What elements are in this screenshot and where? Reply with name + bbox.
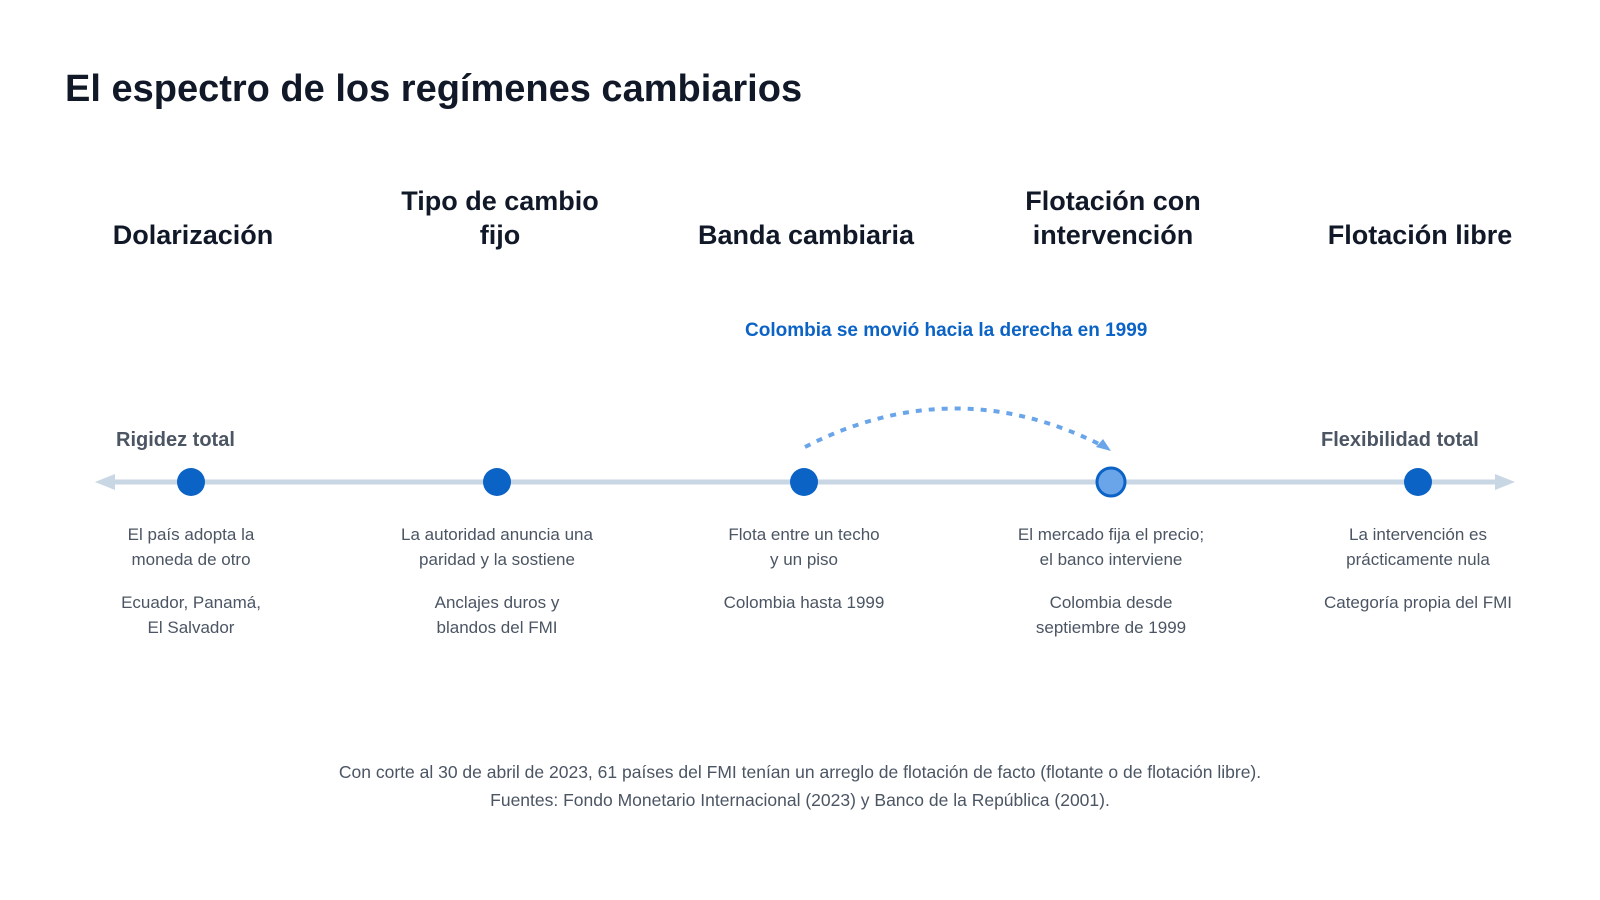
footer-sources: Fuentes: Fondo Monetario Internacional (…	[490, 790, 1110, 810]
example-line: blandos del FMI	[436, 618, 558, 637]
example-line: El Salvador	[147, 618, 235, 637]
regime-heading-line: Flotación libre	[1327, 220, 1513, 250]
desc-line: El país adopta la	[127, 525, 255, 544]
regime-example-tipo-fijo: Anclajes duros y blandos del FMI	[372, 590, 622, 640]
regime-dot-dolarizacion	[177, 468, 205, 496]
arc-arrowhead-icon	[1096, 439, 1111, 451]
desc-line: prácticamente nula	[1346, 550, 1490, 569]
regime-desc-flotacion-libre: La intervención es prácticamente nula	[1293, 522, 1543, 572]
example-line: Colombia hasta 1999	[723, 593, 885, 612]
desc-line: moneda de otro	[131, 550, 251, 569]
example-line: Colombia desde	[1049, 593, 1173, 612]
example-line: Ecuador, Panamá,	[121, 593, 261, 612]
desc-line: paridad y la sostiene	[419, 550, 575, 569]
regime-heading-banda: Banda cambiaria	[676, 218, 936, 252]
example-line: Categoría propia del FMI	[1323, 593, 1513, 612]
regime-dot-flotacion-intervencion	[1095, 466, 1127, 498]
regime-desc-banda: Flota entre un techo y un piso	[679, 522, 929, 572]
colombia-annotation: Colombia se movió hacia la derecha en 19…	[745, 320, 1148, 341]
desc-line: y un piso	[769, 550, 839, 569]
desc-line: Flota entre un techo	[728, 525, 880, 544]
regime-heading-line: Flotación con	[1025, 186, 1201, 216]
regime-desc-flotacion-intervencion: El mercado fija el precio; el banco inte…	[986, 522, 1236, 572]
regime-heading-flotacion-intervencion: Flotación con intervención	[983, 184, 1243, 252]
arrow-right-icon	[1495, 474, 1515, 490]
regime-desc-tipo-fijo: La autoridad anuncia una paridad y la so…	[372, 522, 622, 572]
shift-arc	[804, 406, 1106, 449]
example-line: septiembre de 1999	[1035, 618, 1187, 637]
regime-example-flotacion-intervencion: Colombia desde septiembre de 1999	[986, 590, 1236, 640]
example-line: Anclajes duros y	[434, 593, 560, 612]
desc-line: La autoridad anuncia una	[401, 525, 593, 544]
regime-heading-line: intervención	[1032, 220, 1194, 250]
desc-line: La intervención es	[1349, 525, 1487, 544]
regime-example-banda: Colombia hasta 1999	[679, 590, 929, 615]
regime-heading-tipo-fijo: Tipo de cambio fijo	[370, 184, 630, 252]
regime-heading-line: Banda cambiaria	[697, 220, 915, 250]
regime-heading-line: Dolarización	[112, 220, 274, 250]
regime-heading-line: fijo	[479, 220, 521, 250]
regime-desc-dolarizacion: El país adopta la moneda de otro	[66, 522, 316, 572]
regime-heading-dolarizacion: Dolarización	[63, 218, 323, 252]
regime-dot-flotacion-libre	[1404, 468, 1432, 496]
footer-note: Con corte al 30 de abril de 2023, 61 paí…	[338, 762, 1262, 782]
desc-line: el banco interviene	[1039, 550, 1183, 569]
regime-heading-flotacion-libre: Flotación libre	[1290, 218, 1550, 252]
end-label-left: Rigidez total	[116, 429, 235, 451]
page-title: El espectro de los regímenes cambiarios	[65, 68, 803, 110]
arrow-left-icon	[95, 474, 115, 490]
regime-dot-tipo-fijo	[483, 468, 511, 496]
regime-heading-line: Tipo de cambio	[401, 186, 599, 216]
desc-line: El mercado fija el precio;	[1017, 525, 1205, 544]
regime-example-flotacion-libre: Categoría propia del FMI	[1268, 590, 1568, 615]
end-label-right: Flexibilidad total	[1321, 429, 1479, 451]
regime-example-dolarizacion: Ecuador, Panamá, El Salvador	[66, 590, 316, 640]
regime-dot-banda	[790, 468, 818, 496]
